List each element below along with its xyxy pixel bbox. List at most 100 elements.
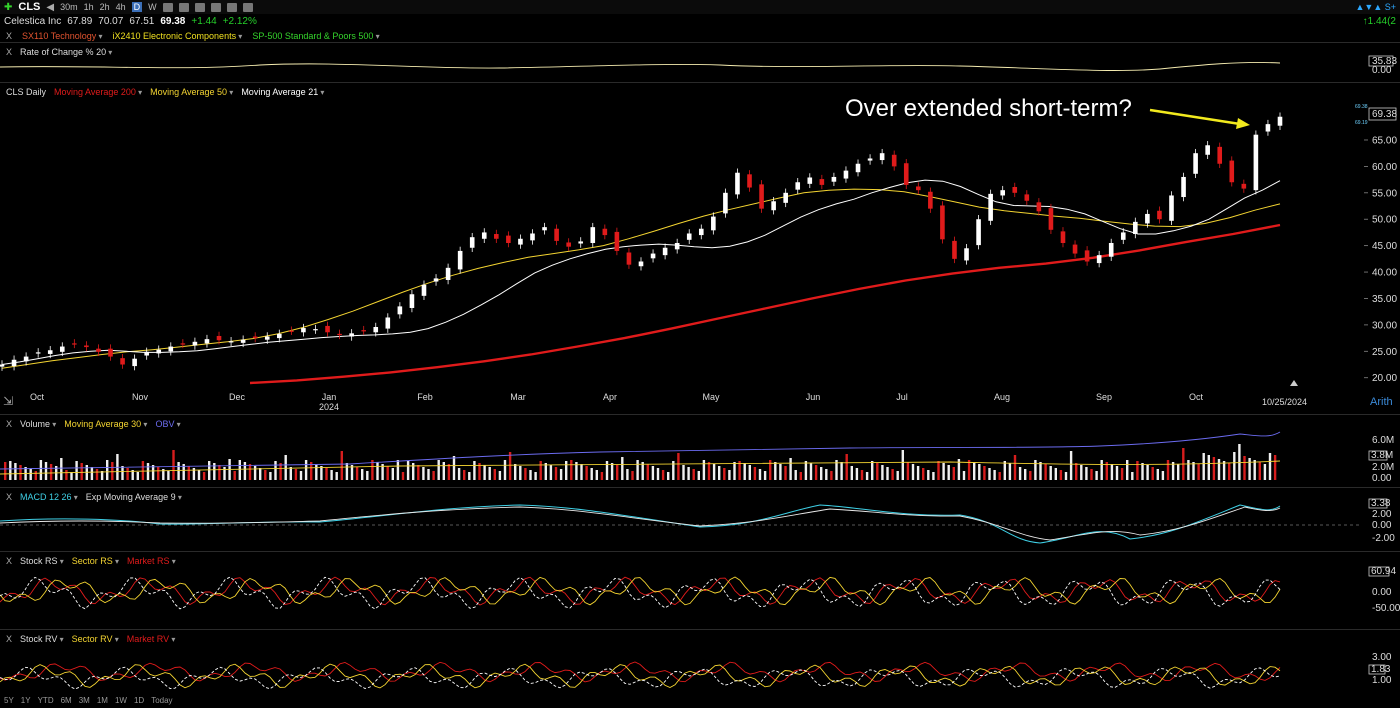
quote-line: Celestica Inc 67.89 70.07 67.51 69.38 +1… <box>0 14 1400 28</box>
volume-bar <box>524 468 527 480</box>
share-icon[interactable] <box>242 2 253 12</box>
market-rv-label[interactable]: Market RV <box>127 634 176 644</box>
stock-rv-line <box>0 666 1281 690</box>
close-volume-icon[interactable]: X <box>6 419 13 429</box>
volume-bar <box>677 453 680 480</box>
candle-body <box>1060 231 1066 243</box>
sector-rs-label[interactable]: Sector RS <box>72 556 119 566</box>
roc-value: 35.83 <box>1372 56 1397 67</box>
timeframe-30m[interactable]: 30m <box>60 2 78 12</box>
candle-body <box>494 234 499 239</box>
sector-rv-label[interactable]: Sector RV <box>72 634 119 644</box>
candle-body <box>457 250 463 270</box>
range-5y[interactable]: 5Y <box>4 696 14 705</box>
chart-type-icon[interactable] <box>162 2 173 12</box>
macd-signal-label[interactable]: Exp Moving Average 9 <box>86 492 182 502</box>
ma200-series <box>249 223 1281 385</box>
ma200-label[interactable]: Moving Average 200 <box>54 87 142 97</box>
group-line: X SX110 Technology iX2410 Electronic Com… <box>0 29 1400 42</box>
y-tick-label: 20.00 <box>1372 373 1397 384</box>
rv-label[interactable]: Stock RV <box>20 634 64 644</box>
rs-label[interactable]: Stock RS <box>20 556 64 566</box>
candle-body <box>1084 250 1090 262</box>
close-groups-icon[interactable]: X <box>6 30 13 41</box>
crosshair-icon[interactable]: ⇲ <box>3 394 13 408</box>
roc-value-box <box>1368 55 1394 67</box>
draw-tools-icon[interactable] <box>178 2 189 12</box>
volume-bar <box>315 464 318 480</box>
rs-tick-3: -50.00 <box>1372 603 1400 614</box>
volume-bar <box>692 469 695 480</box>
range-1y[interactable]: 1Y <box>20 696 31 705</box>
candle-body <box>602 228 608 236</box>
close-macd-icon[interactable]: X <box>6 492 13 502</box>
volume-bar <box>488 467 491 480</box>
volume-bar <box>1177 464 1180 480</box>
add-symbol-icon[interactable]: ✚ <box>4 1 13 13</box>
candle-body <box>566 242 571 247</box>
ma21-label[interactable]: Moving Average 21 <box>241 87 324 97</box>
volume-bar <box>626 469 629 480</box>
rv-value-box <box>1368 664 1386 675</box>
volume-bar <box>1166 460 1170 480</box>
volume-bar <box>1059 470 1063 480</box>
candle-body <box>204 339 210 344</box>
volume-bar <box>259 468 262 480</box>
range-6m[interactable]: 6M <box>60 696 72 705</box>
range-1d[interactable]: 1D <box>133 696 145 705</box>
volume-bar <box>1258 462 1261 480</box>
symbol-field[interactable]: CLS <box>18 1 41 13</box>
volume-bar <box>274 461 277 480</box>
close-rs-icon[interactable]: X <box>6 556 13 566</box>
sector-selector[interactable]: SX110 Technology <box>22 31 102 41</box>
volume-bar <box>503 460 507 480</box>
range-1w[interactable]: 1W <box>114 696 127 705</box>
volume-bar <box>269 472 272 480</box>
sound-icon[interactable]: ◀ <box>46 1 55 13</box>
volume-bar <box>340 451 343 480</box>
volume-label[interactable]: Volume <box>20 419 56 429</box>
lock-icon[interactable] <box>226 2 237 12</box>
candle-body <box>325 325 330 333</box>
volume-bar <box>855 468 859 480</box>
pencil-icon[interactable] <box>210 2 221 12</box>
volume-bar <box>386 466 389 480</box>
range-ytd[interactable]: YTD <box>37 696 54 705</box>
layout-icon[interactable] <box>194 2 205 12</box>
close-rv-icon[interactable]: X <box>6 634 13 644</box>
range-1m[interactable]: 1M <box>96 696 108 705</box>
volume-bar <box>1064 472 1068 480</box>
range-3m[interactable]: 3M <box>78 696 90 705</box>
volume-bar <box>774 462 777 480</box>
volume-bar <box>610 463 614 480</box>
volume-bar <box>238 460 241 480</box>
volume-bar <box>95 469 99 480</box>
timeframe-4h[interactable]: 4h <box>115 2 126 12</box>
obv-line <box>0 431 1281 470</box>
timeframe-daily[interactable]: D <box>131 2 143 12</box>
index-selector[interactable]: SP-500 Standard & Poors 500 <box>252 31 379 41</box>
candle-body <box>47 350 53 354</box>
volume-bar <box>957 459 961 480</box>
scale-label[interactable]: Arith <box>1370 396 1393 408</box>
obv-label[interactable]: OBV <box>155 419 180 429</box>
volume-bar <box>1192 462 1195 480</box>
volume-bar <box>233 471 236 480</box>
industry-selector[interactable]: iX2410 Electronic Components <box>113 31 243 41</box>
macd-label[interactable]: MACD 12 26 <box>20 492 78 502</box>
roc-label[interactable]: Rate of Change % 20 <box>20 47 112 57</box>
timeframe-weekly[interactable]: W <box>148 2 157 12</box>
volume-bar <box>590 468 593 480</box>
header-right-icons[interactable]: ▲▼▲ S+ <box>1355 2 1396 12</box>
candle-body <box>11 359 17 367</box>
range-today[interactable]: Today <box>151 696 173 705</box>
candle-body <box>831 176 837 182</box>
volume-ma-label[interactable]: Moving Average 30 <box>64 419 147 429</box>
timeframe-1h[interactable]: 1h <box>83 2 94 12</box>
scroll-up-icon[interactable] <box>1290 380 1298 386</box>
roc-label-row: X Rate of Change % 20 <box>6 47 112 57</box>
timeframe-2h[interactable]: 2h <box>99 2 110 12</box>
close-roc-icon[interactable]: X <box>6 47 13 57</box>
ma50-label[interactable]: Moving Average 50 <box>150 87 233 97</box>
market-rs-label[interactable]: Market RS <box>127 556 176 566</box>
